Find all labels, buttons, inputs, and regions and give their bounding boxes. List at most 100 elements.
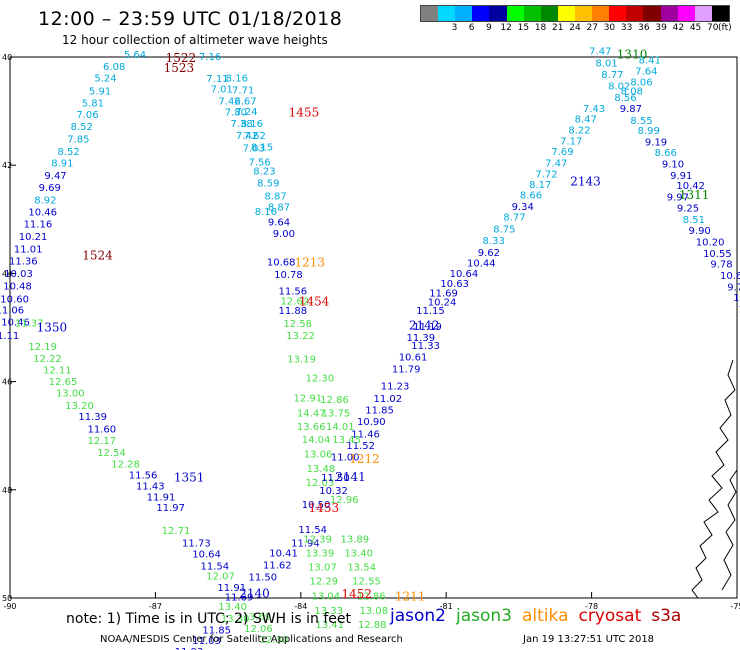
- legend-cryosat: cryosat: [578, 606, 642, 626]
- wave-height-value: 7.56: [248, 157, 270, 168]
- wave-height-value: 11.01: [14, 245, 43, 256]
- wave-height-value: 8.02: [608, 82, 630, 93]
- wave-height-value: 13.41: [315, 620, 344, 631]
- wave-height-value: 13.66: [297, 422, 326, 433]
- legend-s3a: s3a: [651, 606, 682, 626]
- lat-tick-label: 44: [2, 269, 12, 278]
- wave-height-value: 11.94: [291, 538, 320, 549]
- wave-height-value: 9.19: [645, 137, 667, 148]
- lat-tick-label: 42: [2, 161, 12, 170]
- map-frame: [9, 56, 738, 599]
- wave-height-value: 5.81: [82, 98, 104, 109]
- wave-height-value: 7.42: [236, 131, 258, 142]
- wave-height-value: 12.62: [280, 296, 309, 307]
- wave-height-value: 13.54: [347, 563, 376, 574]
- wave-height-value: 8.01: [595, 58, 617, 69]
- coastline: [691, 359, 738, 599]
- wave-height-value: 11.54: [298, 525, 327, 536]
- lon-tick-label: -84: [294, 602, 307, 611]
- wave-height-value: 11.36: [9, 256, 38, 267]
- color-swatch: [557, 6, 575, 21]
- wave-height-value: 11.15: [416, 306, 445, 317]
- wave-height-value: 10.61: [399, 353, 428, 364]
- wave-height-value: 7.47: [589, 47, 611, 58]
- wave-height-value: 10.72: [738, 305, 740, 316]
- wave-height-value: 11.33: [411, 341, 440, 352]
- wave-height-value: 12.58: [283, 319, 312, 330]
- wave-height-value: 9.69: [39, 183, 61, 194]
- wave-height-value: 10.48: [3, 281, 32, 292]
- wave-height-value: 13.75: [322, 408, 351, 419]
- wave-height-value: 10.66: [720, 271, 740, 282]
- map-border: [9, 56, 738, 599]
- wave-height-value: 10.63: [440, 279, 469, 290]
- wave-height-value: 12.86: [320, 395, 349, 406]
- wave-height-value: 12.29: [310, 577, 339, 588]
- wave-height-value: 9.90: [689, 226, 711, 237]
- wave-height-value: 10.09: [733, 293, 740, 304]
- wave-height-value: 11.50: [248, 572, 277, 583]
- wave-height-value: 12.39: [303, 534, 332, 545]
- wave-height-value: 8.16: [226, 74, 248, 85]
- wave-height-value: 8.75: [493, 224, 515, 235]
- wave-height-value: 13.20: [65, 401, 94, 412]
- wave-height-value: 8.87: [268, 202, 290, 213]
- wave-height-value: 10.50: [302, 500, 331, 511]
- wave-height-value: 9.25: [677, 203, 699, 214]
- wave-height-value: 8.66: [520, 190, 542, 201]
- wave-height-value: 5.91: [89, 87, 111, 98]
- wave-height-value: 11.73: [182, 538, 211, 549]
- wave-height-value: 8.22: [568, 125, 590, 136]
- wave-height-value: 8.87: [264, 191, 286, 202]
- color-scale-label: 45: [689, 23, 702, 33]
- color-scale-label: 18: [534, 23, 547, 33]
- wave-height-value: 12.03: [306, 478, 335, 489]
- wave-height-value: 11.93: [175, 647, 204, 650]
- wave-height-value: 10.44: [467, 259, 496, 270]
- lat-tick-label: 50: [2, 594, 12, 603]
- pass-time-label: 1310: [617, 47, 648, 61]
- wave-height-value: 13.08: [359, 606, 388, 617]
- wave-height-value: 11.79: [392, 365, 421, 376]
- note-text: note: 1) Time is in UTC; 2) SWH is in fe…: [66, 611, 352, 627]
- wave-height-value: 8.33: [483, 236, 505, 247]
- color-swatch: [421, 6, 439, 21]
- wave-height-value: 7.38: [231, 119, 253, 130]
- wave-height-value: 11.97: [156, 503, 185, 514]
- color-swatch: [694, 6, 712, 21]
- wave-height-value: 10.46: [28, 208, 57, 219]
- wave-height-value: 8.41: [639, 56, 661, 67]
- lat-tick-label: 40: [2, 53, 12, 62]
- wave-height-value: 10.55: [703, 249, 732, 260]
- wave-height-value: 11.52: [346, 441, 375, 452]
- color-swatch: [540, 6, 558, 21]
- wave-height-value: 9.78: [710, 260, 732, 271]
- wave-height-value: 10.68: [267, 257, 296, 268]
- color-swatch: [609, 6, 627, 21]
- wave-height-value: 9.47: [44, 171, 66, 182]
- pass-time-label: 1524: [82, 249, 113, 263]
- wave-height-value: 7.11: [206, 74, 228, 85]
- wave-height-value: 12.30: [306, 373, 335, 384]
- pass-time-label: 1351: [174, 470, 205, 484]
- color-scale-unit: (ft): [718, 23, 732, 33]
- color-scale-label: 24: [569, 23, 581, 33]
- wave-height-value: 7.17: [560, 136, 582, 147]
- color-swatch: [643, 6, 661, 21]
- wave-height-value: 7.24: [235, 107, 257, 118]
- wave-height-value: 8.23: [253, 167, 275, 178]
- lat-tick-label: 46: [2, 378, 12, 387]
- wave-height-value: 13.33: [314, 606, 343, 617]
- pass-time-label: 2140: [239, 587, 270, 601]
- wave-height-value: 12.88: [358, 620, 387, 631]
- wave-height-value: 8.77: [601, 70, 623, 81]
- pass-time-label: 1522: [166, 51, 197, 65]
- color-scale-label: 27: [586, 23, 598, 33]
- wave-height-value: 9.62: [478, 248, 500, 259]
- pass-time-label: 1311: [679, 188, 710, 202]
- coastline-path: [721, 469, 738, 591]
- lat-tick-label: 48: [2, 486, 12, 495]
- wave-height-value: 12.71: [162, 526, 191, 537]
- wave-height-value: 11.06: [0, 306, 24, 317]
- wave-height-value: 11.69: [225, 592, 254, 603]
